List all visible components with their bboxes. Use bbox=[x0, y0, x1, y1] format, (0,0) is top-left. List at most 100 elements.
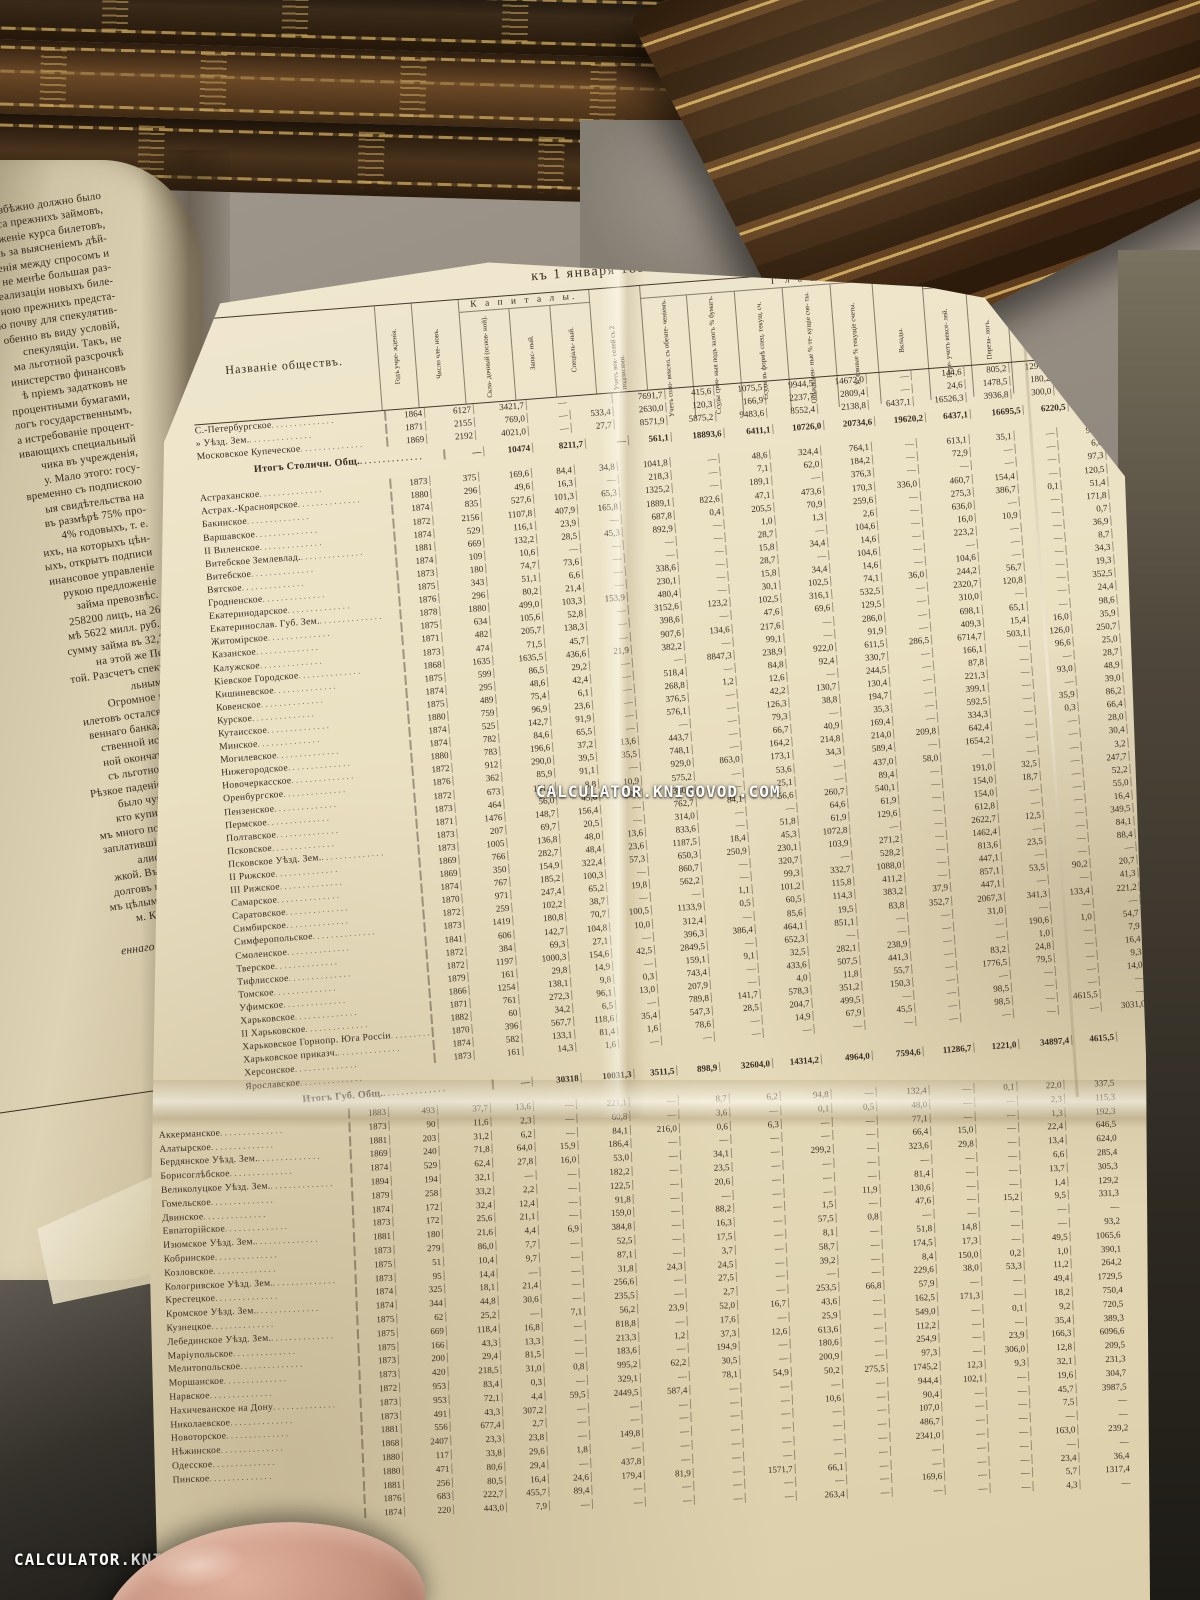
cell-spec: — bbox=[592, 709, 637, 723]
cell-uslov: — bbox=[874, 490, 921, 505]
society-name: Евпаторійское bbox=[162, 1223, 226, 1238]
cell-spec: 42,5 bbox=[610, 944, 655, 958]
cell-spec: 65,3 bbox=[575, 487, 620, 501]
cell-zapas: 21,4 bbox=[496, 1280, 541, 1292]
cell-year: 1869 bbox=[418, 854, 459, 868]
cell-kapital: — bbox=[1076, 1408, 1130, 1421]
cell-uslov: — bbox=[870, 438, 917, 452]
cell-sklad: 71,8 bbox=[438, 1144, 492, 1157]
cell-zapas: 23,8 bbox=[503, 1431, 547, 1444]
cell-perezalog: — bbox=[978, 1205, 1022, 1218]
cell-members: 683 bbox=[403, 1490, 453, 1503]
cell-pereuchet: — bbox=[928, 1097, 975, 1109]
cell-pereuchet: — bbox=[1009, 966, 1056, 980]
cell-uslov: — bbox=[882, 595, 929, 609]
cell-perezalog: 306,0 bbox=[983, 1343, 1028, 1356]
cell-vklady: 169,6 bbox=[890, 1471, 945, 1484]
cell-kapital: 305,3 bbox=[1066, 1160, 1120, 1173]
cell-year: 1880 bbox=[362, 1465, 403, 1477]
cell-specsc: 16,7 bbox=[736, 1297, 789, 1310]
cell-year: 1873 bbox=[353, 1244, 394, 1257]
cell-pereuchet: 6220,5 bbox=[1022, 401, 1068, 416]
cell-year: 1894 bbox=[350, 1175, 391, 1188]
cell-perezalog: — bbox=[1015, 453, 1059, 468]
cell-zapas: 70,7 bbox=[564, 908, 609, 922]
cell-uslov: — bbox=[914, 1012, 961, 1027]
cell-zapas: 29,4 bbox=[504, 1459, 548, 1472]
cell-uslov: — bbox=[911, 973, 958, 988]
cell-vklady: 66,4 bbox=[877, 1126, 931, 1139]
cell-pribyl: 48,9 bbox=[1074, 659, 1122, 673]
cell-specsc: — bbox=[740, 1380, 792, 1393]
cell-zapas: 455,7 bbox=[505, 1486, 549, 1499]
cell-pereuchet: — bbox=[973, 496, 1020, 510]
cell-zapas: 64,0 bbox=[491, 1142, 535, 1155]
cell-pribyl: 7,9 bbox=[1094, 920, 1142, 934]
cell-sklad: 10,4 bbox=[442, 1254, 497, 1267]
cell-uslov: — bbox=[833, 1156, 879, 1168]
cell-spec: 10,0 bbox=[608, 918, 653, 932]
cell-uslov: — bbox=[891, 712, 938, 727]
cell-pribyl: 247,7 bbox=[1081, 750, 1129, 765]
cell-solo: — bbox=[631, 1164, 681, 1177]
cell-solo: — bbox=[630, 1150, 681, 1163]
cell-kapital: 129,2 bbox=[1067, 1174, 1121, 1187]
cell-specsc: 1571,7 bbox=[743, 1463, 795, 1476]
cell-uchet: 384,8 bbox=[580, 1221, 635, 1234]
cell-pribyl: 18,2 bbox=[1024, 1286, 1072, 1299]
cell-pribyl: 55,0 bbox=[1083, 776, 1131, 791]
cell-spec: — bbox=[548, 1499, 593, 1511]
cell-uchet: 87,1 bbox=[581, 1248, 636, 1261]
cell-perezalog: — bbox=[1041, 793, 1086, 807]
cell-kapital: 93,2 bbox=[1068, 1215, 1123, 1228]
cell-year: 1874 bbox=[355, 1299, 396, 1312]
cell-year: 1875 bbox=[356, 1313, 397, 1326]
cell-pereuchet: 12,5 bbox=[997, 809, 1044, 824]
cell-pereuchet: — bbox=[936, 1276, 982, 1289]
cell-spec: — bbox=[585, 618, 630, 632]
cell-year: 1872 bbox=[358, 1382, 400, 1395]
cell-perezalog: — bbox=[1023, 558, 1067, 572]
cell-uslov: 66,8 bbox=[838, 1280, 884, 1292]
cell-perezalog: — bbox=[1026, 597, 1070, 611]
cell-bum: 17,6 bbox=[686, 1313, 738, 1326]
cell-spec: 59,5 bbox=[544, 1388, 588, 1401]
cell-perezalog: — bbox=[976, 1164, 1021, 1176]
cell-vklady: 323,6 bbox=[877, 1140, 931, 1153]
cell-pereuchet: — bbox=[998, 822, 1045, 837]
cell-pereuchet: 56,7 bbox=[978, 561, 1025, 575]
cell-uslov: — bbox=[907, 921, 954, 935]
cell-specsc: — bbox=[738, 1339, 790, 1352]
cell-specsc: — bbox=[744, 1490, 796, 1503]
cell-zapas: 14,9 bbox=[568, 960, 613, 975]
cell-perezalog: — bbox=[1054, 962, 1099, 977]
cell-pribyl: 36,9 bbox=[1063, 515, 1111, 530]
cell-year: 1876 bbox=[412, 776, 453, 790]
cell-members: 279 bbox=[393, 1242, 443, 1255]
cell-zapas: 91,9 bbox=[549, 712, 594, 727]
cell-sklad: 43,3 bbox=[446, 1337, 500, 1350]
cell-zapas: — bbox=[492, 1169, 536, 1182]
cell-obykn: — bbox=[782, 1157, 834, 1170]
society-name: Одесское bbox=[171, 1459, 213, 1472]
cell-obykn: — bbox=[792, 1419, 845, 1432]
cell-vklady bbox=[961, 1029, 1015, 1034]
cell-pereuchet: — bbox=[969, 444, 1016, 458]
cell-perezalog: — bbox=[981, 1288, 1026, 1301]
cell-pribyl: 22,0 bbox=[1016, 1079, 1064, 1092]
cell-uchet: 56,2 bbox=[583, 1303, 638, 1317]
cell-pereuchet: — bbox=[1002, 874, 1049, 889]
cell-spec: — bbox=[532, 1099, 577, 1111]
cell-uslov: — bbox=[912, 986, 959, 1001]
cell-perezalog: — bbox=[1044, 832, 1089, 846]
cell-uslov: 209,8 bbox=[892, 725, 939, 740]
col-header-spec: Спеціаль- ный. bbox=[548, 302, 597, 397]
cell-pereuchet: 12,3 bbox=[939, 1358, 985, 1371]
cell-uchet: 437,8 bbox=[590, 1455, 644, 1468]
cell-pribyl: 12,8 bbox=[1026, 1341, 1075, 1354]
cell-uslov: — bbox=[842, 1390, 889, 1403]
cell-perezalog: — bbox=[1042, 806, 1087, 820]
leader-dots: . . . . . . . . . . . . . . bbox=[272, 1399, 336, 1412]
cell-uchet: 183,6 bbox=[585, 1345, 639, 1358]
cell-perezalog: — bbox=[1019, 506, 1063, 520]
